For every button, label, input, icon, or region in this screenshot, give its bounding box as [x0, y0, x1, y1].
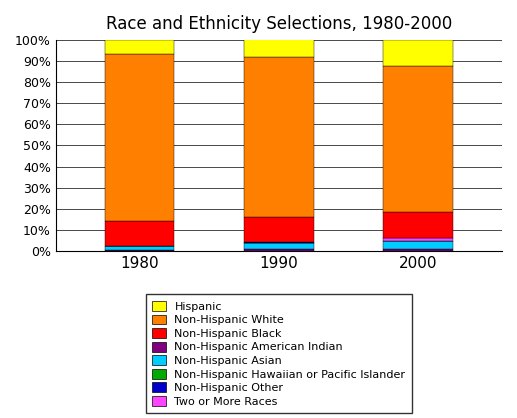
Bar [104, 246, 174, 250]
Bar [244, 38, 314, 57]
Bar [104, 40, 174, 54]
Title: Race and Ethnicity Selections, 1980-2000: Race and Ethnicity Selections, 1980-2000 [106, 15, 452, 33]
Bar [244, 242, 314, 243]
Bar [384, 212, 453, 238]
Bar [244, 243, 314, 249]
Bar [244, 217, 314, 242]
Bar [384, 249, 453, 251]
Bar [244, 57, 314, 217]
Bar [384, 241, 453, 249]
Bar [384, 66, 453, 212]
Legend: Hispanic, Non-Hispanic White, Non-Hispanic Black, Non-Hispanic American Indian, : Hispanic, Non-Hispanic White, Non-Hispan… [146, 294, 412, 413]
Bar [384, 40, 453, 66]
Bar [104, 221, 174, 246]
Bar [104, 54, 174, 221]
Bar [104, 250, 174, 251]
Bar [384, 238, 453, 241]
Bar [244, 249, 314, 251]
